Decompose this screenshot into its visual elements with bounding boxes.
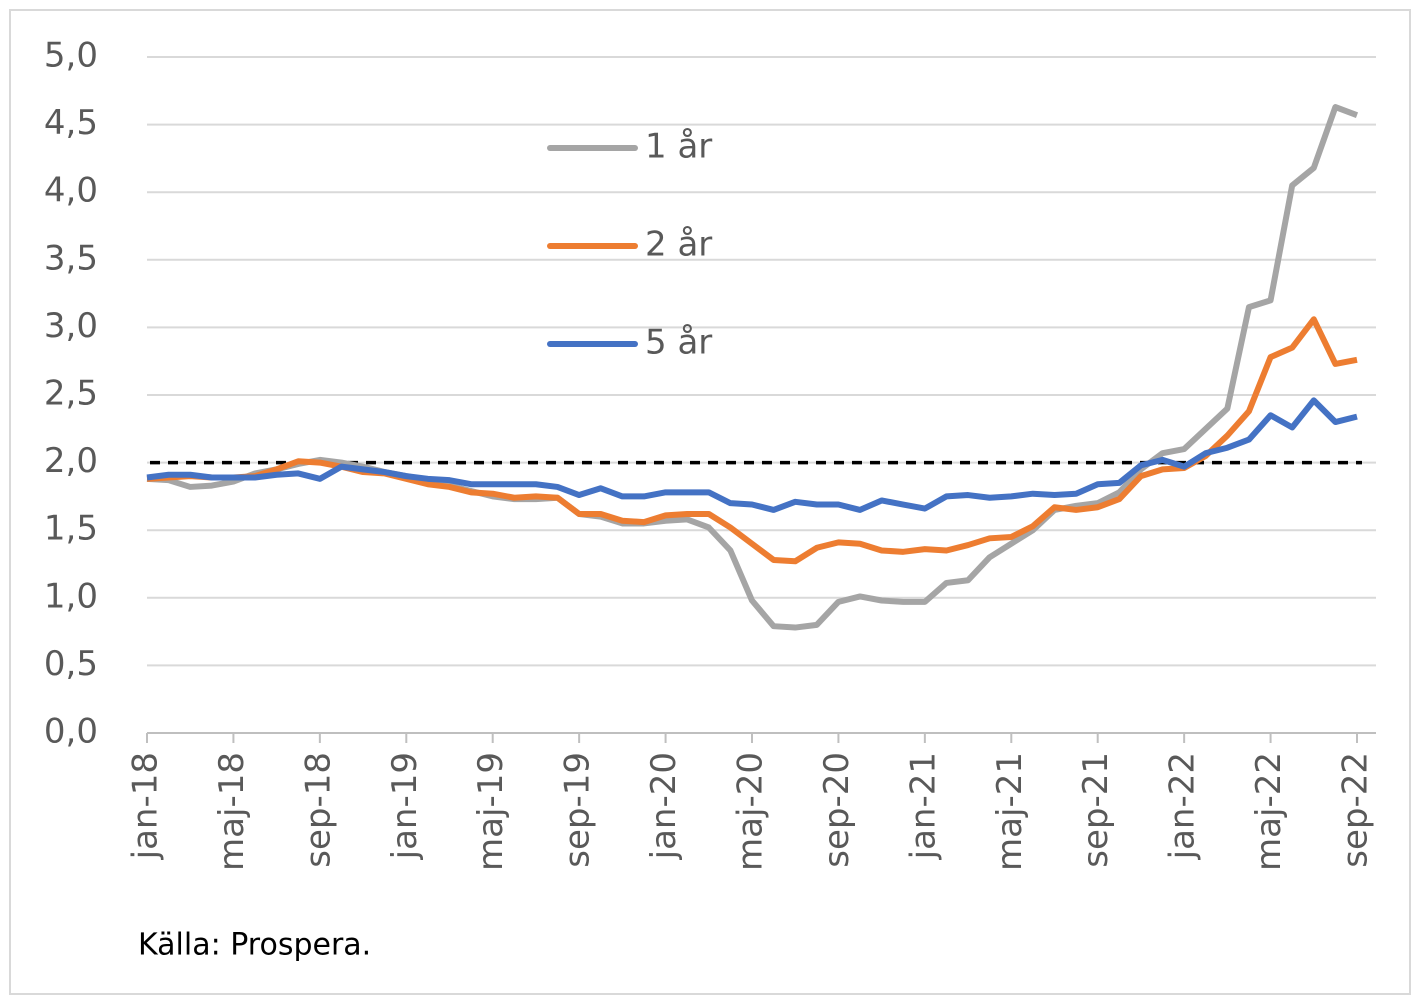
x-tick-label: jan-19	[385, 752, 425, 860]
x-tick-label: jan-21	[903, 752, 943, 860]
x-tick-label: maj-20	[731, 752, 771, 871]
y-tick-label: 1,0	[44, 576, 98, 616]
x-tick-label: jan-20	[644, 752, 684, 860]
x-tick-label: sep-19	[558, 752, 598, 868]
y-tick-label: 5,0	[44, 36, 98, 76]
y-tick-label: 0,0	[44, 712, 98, 752]
y-tick-label: 3,5	[44, 238, 98, 278]
x-tick-label: maj-21	[990, 752, 1030, 871]
y-tick-label: 2,5	[44, 374, 98, 414]
y-tick-label: 2,0	[44, 441, 98, 481]
x-tick-label: sep-20	[817, 752, 857, 868]
source: Källa: Prospera.	[138, 928, 371, 963]
legend-label: 1 år	[645, 127, 712, 167]
legend-label: 2 år	[645, 225, 712, 265]
series-line	[146, 397, 1358, 513]
x-tick-label: sep-21	[1076, 752, 1116, 868]
x-tick-label: jan-22	[1163, 752, 1203, 860]
frame	[9, 9, 1411, 995]
series-line	[146, 104, 1359, 631]
y-tick-label: 4,0	[44, 171, 98, 211]
y-tick-label: 0,5	[44, 644, 98, 684]
y-tick-label: 3,0	[44, 306, 98, 346]
x-tick-label: jan-18	[126, 752, 166, 860]
x-tick-label: maj-22	[1249, 752, 1289, 871]
legend-label: 5 år	[645, 323, 712, 363]
y-tick-label: 4,5	[44, 103, 98, 143]
x-tick-label: sep-22	[1336, 752, 1376, 868]
y-tick-label: 1,5	[44, 509, 98, 549]
x-tick-label: maj-19	[471, 752, 511, 871]
x-tick-label: sep-18	[298, 752, 338, 868]
x-tick-label: maj-18	[212, 752, 252, 871]
